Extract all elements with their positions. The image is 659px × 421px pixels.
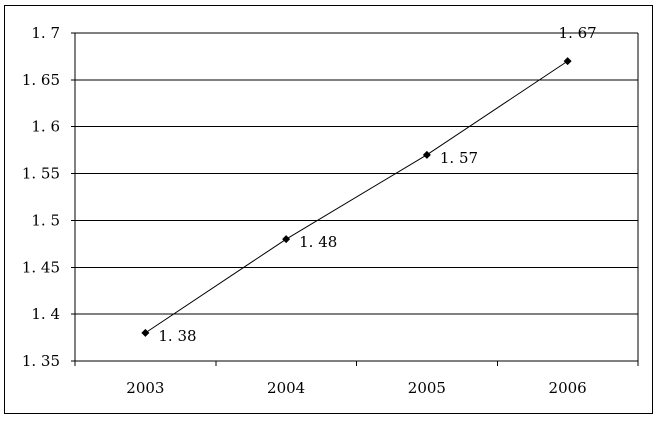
y-tick-label: 1. 45 [22,258,60,276]
x-tick-label: 2004 [267,379,305,397]
x-tick-label: 2003 [126,379,164,397]
data-point-marker [282,235,291,244]
chart-frame [4,5,653,414]
data-point-marker [563,57,572,66]
series-line [145,60,568,334]
x-tick-label: 2006 [549,379,587,397]
y-tick-label: 1. 55 [22,165,60,183]
y-tick-label: 1. 35 [22,352,60,370]
x-tick-label: 2005 [408,379,446,397]
y-tick-label: 1. 65 [22,71,60,89]
y-tick-label: 1. 5 [31,211,60,229]
data-label: 1. 67 [559,24,597,42]
data-point-marker [422,150,431,159]
y-tick-label: 1. 4 [31,305,60,323]
data-label: 1. 38 [158,327,196,345]
data-point-marker [141,328,150,337]
data-label: 1. 48 [299,233,337,251]
y-tick-label: 1. 6 [31,118,60,136]
y-tick-label: 1. 7 [31,24,60,42]
data-label: 1. 57 [440,149,478,167]
